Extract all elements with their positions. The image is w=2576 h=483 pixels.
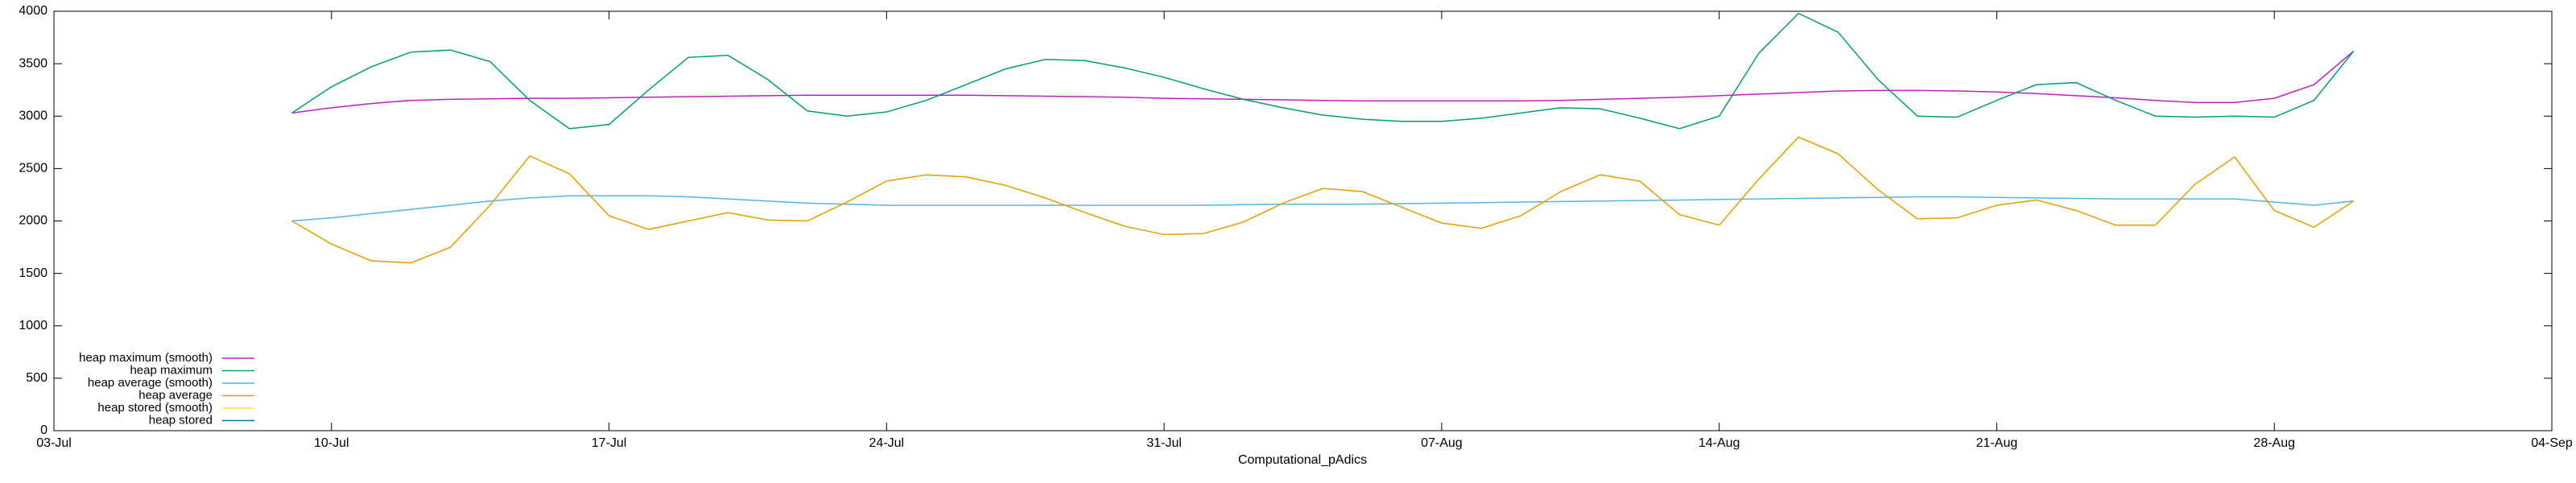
plot-border <box>53 10 2553 431</box>
y-tick-label: 2000 <box>19 214 47 228</box>
legend-label: heap maximum (smooth) <box>79 351 213 365</box>
x-tick-label: 17-Jul <box>592 436 627 450</box>
x-axis-label: Computational_pAdics <box>1238 453 1367 467</box>
legend-label: heap average <box>138 388 213 402</box>
series-line <box>291 195 2354 222</box>
x-tick-label: 24-Jul <box>869 436 905 450</box>
x-tick-label: 21-Aug <box>1976 436 2018 450</box>
x-tick-label: 10-Jul <box>314 436 349 450</box>
y-tick-label: 1000 <box>19 319 47 332</box>
y-tick-label: 3500 <box>19 56 47 70</box>
y-tick-label: 3000 <box>19 109 47 122</box>
legend-label: heap stored <box>149 413 213 427</box>
legend-label: heap average (smooth) <box>88 376 213 390</box>
x-tick-label: 14-Aug <box>1699 436 1740 450</box>
y-tick-label: 2500 <box>19 162 47 175</box>
legend-label: heap maximum <box>130 363 213 377</box>
series-line <box>291 50 2355 114</box>
y-tick-label: 4000 <box>19 4 47 18</box>
y-tick-label: 1500 <box>19 266 47 280</box>
series-line <box>291 12 2355 130</box>
y-tick-label: 500 <box>26 371 47 385</box>
x-tick-label: 04-Sep <box>2531 436 2573 450</box>
y-tick-label: 0 <box>40 423 47 437</box>
x-tick-label: 31-Jul <box>1146 436 1182 450</box>
x-tick-label: 03-Jul <box>36 436 72 450</box>
legend-label: heap stored (smooth) <box>97 401 213 415</box>
x-tick-label: 28-Aug <box>2253 436 2295 450</box>
series-line <box>291 136 2355 264</box>
x-tick-label: 07-Aug <box>1421 436 1463 450</box>
